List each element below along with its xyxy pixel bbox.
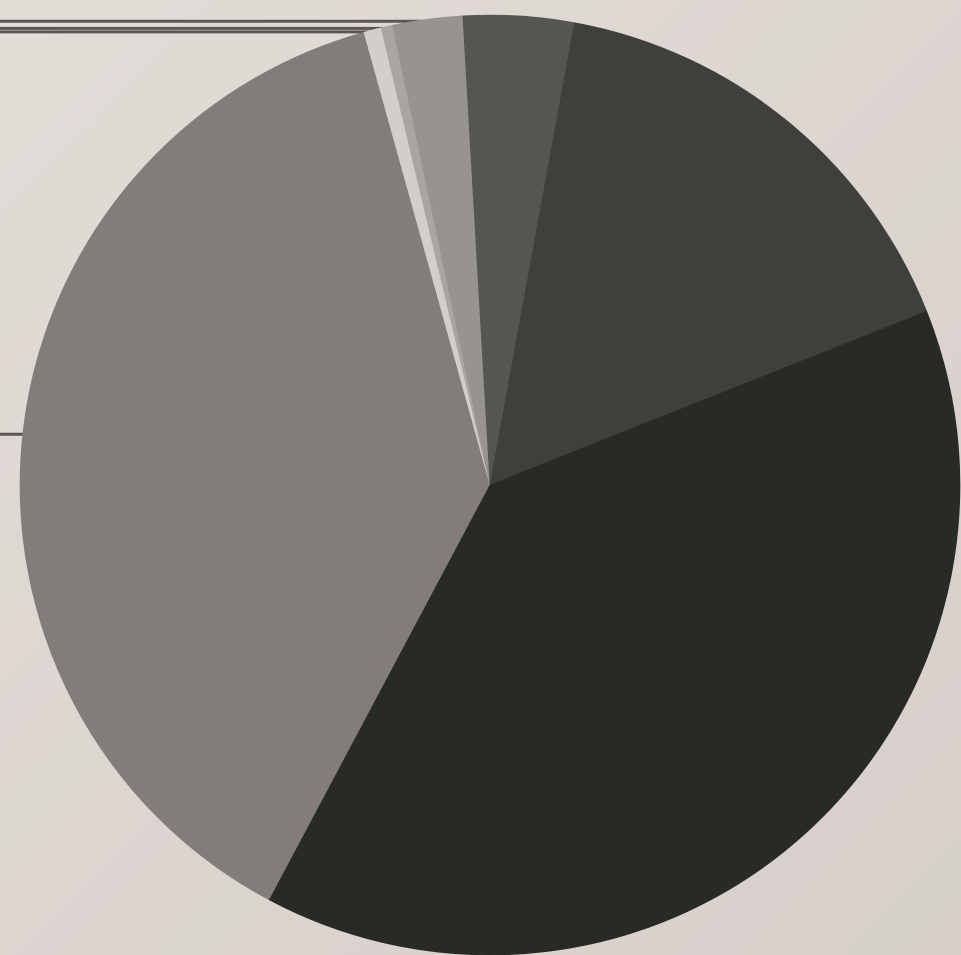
- pie-slice-1: [19, 31, 491, 901]
- pie-slices: [19, 14, 961, 955]
- pie-slice-7: [268, 310, 961, 955]
- leader-lines: [0, 19, 428, 436]
- pie-slice-6: [489, 22, 928, 486]
